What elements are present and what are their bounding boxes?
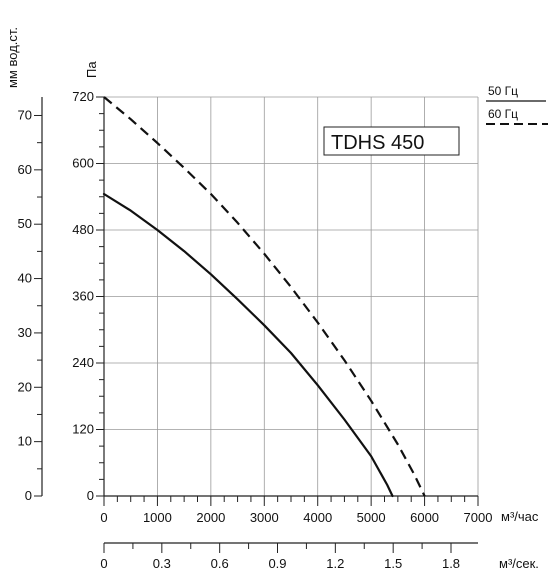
y-tick-label: 480 [72,222,94,237]
model-label-box [323,126,460,156]
y-secondary-tick-label: 70 [18,107,32,122]
x-tick-label: 3000 [250,510,279,525]
y-tick-label: 360 [72,289,94,304]
x-tick-label: 2000 [196,510,225,525]
axes: 0 120 240 360 480 600 720 0 10 20 30 40 50 60 70 0 1000 2… [18,89,493,571]
y-secondary-axis-unit: мм вод.ст. [5,27,20,88]
series-line-50hz [102,192,394,498]
y-tick-label: 720 [72,89,94,104]
y-tick-label: 240 [72,355,94,370]
y-secondary-tick-label: 10 [18,434,32,449]
y-secondary-tick-label: 20 [18,379,32,394]
y-secondary-tick-label: 50 [18,216,32,231]
x-secondary-tick-label: 1.5 [384,556,402,571]
y-axis-unit: Па [84,61,99,78]
x-tick-label: 4000 [303,510,332,525]
x-secondary-tick-label: 0.9 [268,556,286,571]
x-tick-label: 0 [100,510,107,525]
model-label: TDHS 450 [331,132,424,154]
y-tick-label: 600 [72,156,94,171]
x-tick-label: 1000 [143,510,172,525]
x-secondary-axis-unit: м³/сек. [499,556,539,571]
x-tick-label: 6000 [410,510,439,525]
y-secondary-tick-label: 40 [18,271,32,286]
y-tick-label: 120 [72,422,94,437]
legend-label-60hz: 60 Гц [488,107,518,121]
x-secondary-tick-label: 1.8 [442,556,460,571]
y-secondary-tick-label: 60 [18,162,32,177]
x-secondary-tick-label: 0.6 [211,556,229,571]
y-secondary-tick-label: 30 [18,325,32,340]
x-secondary-tick-label: 1.2 [326,556,344,571]
y-tick-label: 0 [87,488,94,503]
x-tick-label: 5000 [357,510,386,525]
y-secondary-tick-label: 0 [25,488,32,503]
x-secondary-tick-label: 0.3 [153,556,171,571]
x-axis-unit: м³/час [501,509,539,524]
legend: 50 Гц 60 Гц [486,84,548,125]
x-tick-label: 7000 [464,510,493,525]
x-secondary-tick-label: 0 [100,556,107,571]
series-lines [102,96,426,498]
series-line-60hz [103,96,426,497]
legend-label-50hz: 50 Гц [488,84,518,98]
grid [104,96,479,496]
